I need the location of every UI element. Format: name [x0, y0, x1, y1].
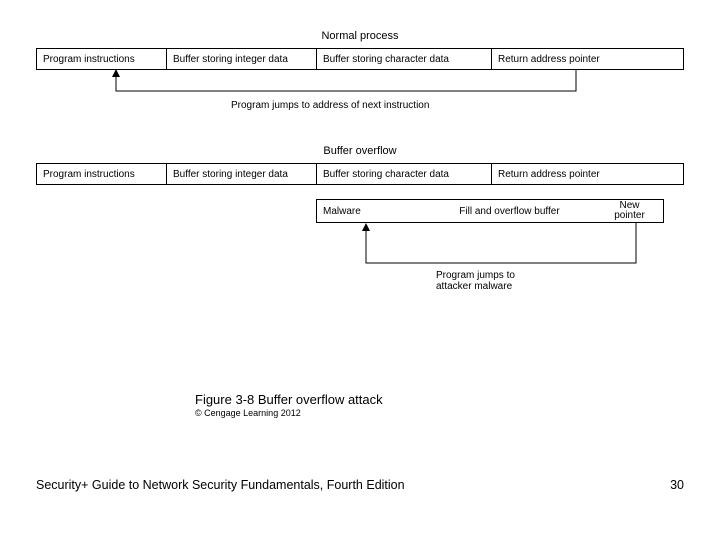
cell-buffer-char: Buffer storing character data [317, 49, 492, 69]
figure-caption: Figure 3-8 Buffer overflow attack [195, 392, 383, 407]
cell-return-addr: Return address pointer [492, 49, 632, 69]
cell-buffer-int: Buffer storing integer data [167, 164, 317, 184]
overlay-pointer: New pointer [597, 200, 662, 222]
overflow-arrow [36, 223, 684, 283]
overflow-arrow-label: Program jumps to attacker malware [436, 270, 515, 292]
cell-buffer-char: Buffer storing character data [317, 164, 492, 184]
overlay-malware: Malware [317, 200, 422, 222]
normal-arrow-label: Program jumps to address of next instruc… [231, 100, 429, 111]
normal-title: Normal process [36, 30, 684, 42]
footer-book-title: Security+ Guide to Network Security Fund… [36, 478, 405, 492]
overflow-title: Buffer overflow [36, 145, 684, 157]
cell-program-instructions: Program instructions [37, 49, 167, 69]
overlay-fill: Fill and overflow buffer [422, 200, 597, 222]
figure-copyright: © Cengage Learning 2012 [195, 408, 301, 418]
buffer-overflow-diagram: Normal process Program instructions Buff… [36, 30, 684, 185]
overflow-overlay: Malware Fill and overflow buffer New poi… [316, 199, 664, 223]
cell-return-addr: Return address pointer [492, 164, 632, 184]
page-number: 30 [670, 478, 684, 492]
normal-row: Program instructions Buffer storing inte… [36, 48, 684, 70]
cell-program-instructions: Program instructions [37, 164, 167, 184]
cell-buffer-int: Buffer storing integer data [167, 49, 317, 69]
overflow-row: Program instructions Buffer storing inte… [36, 163, 684, 185]
